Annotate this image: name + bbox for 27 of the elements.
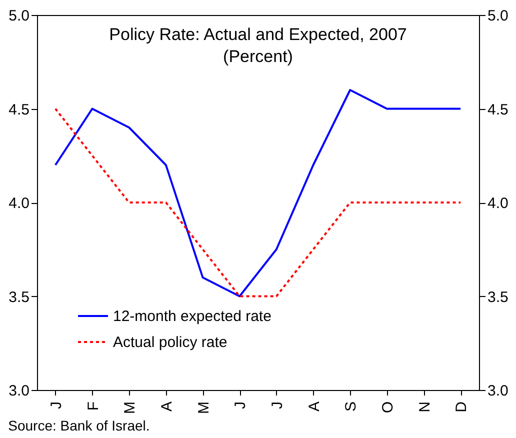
y-tick-label: 3.0 xyxy=(8,382,30,400)
y-tick-label: 3.5 xyxy=(8,288,30,306)
x-tick-label: J xyxy=(232,402,250,409)
y2-tick-label: 3.0 xyxy=(488,382,508,400)
x-tick-label: S xyxy=(342,402,360,412)
legend-label: 12-month expected rate xyxy=(113,308,272,325)
x-tick-label: J xyxy=(268,402,286,409)
x-tick-label: J xyxy=(48,402,65,409)
text: (Percent) xyxy=(223,47,293,66)
x-tick-label: M xyxy=(122,402,139,414)
x-tick-label: A xyxy=(158,402,176,412)
text: Policy Rate: Actual and Expected, 2007 xyxy=(109,25,407,44)
x-tick-label: O xyxy=(379,402,396,414)
x-tick-label: F xyxy=(84,402,102,411)
y2-tick-label: 4.5 xyxy=(488,101,508,118)
y-tick-label: 5.0 xyxy=(8,8,30,24)
y2-tick-label: 5.0 xyxy=(488,8,508,24)
x-tick-label: A xyxy=(306,402,323,412)
legend-label: Actual policy rate xyxy=(113,334,228,351)
y2-tick-label: 3.5 xyxy=(488,288,508,306)
x-tick-label: D xyxy=(453,401,470,412)
y-tick-label: 4.5 xyxy=(8,101,30,118)
y-tick-label: 4.0 xyxy=(8,195,30,212)
x-tick-label: N xyxy=(416,402,434,412)
source-note: Source: Bank of Israel. xyxy=(8,417,150,434)
x-tick-label: M xyxy=(195,402,212,414)
y2-tick-label: 4.0 xyxy=(488,195,508,212)
